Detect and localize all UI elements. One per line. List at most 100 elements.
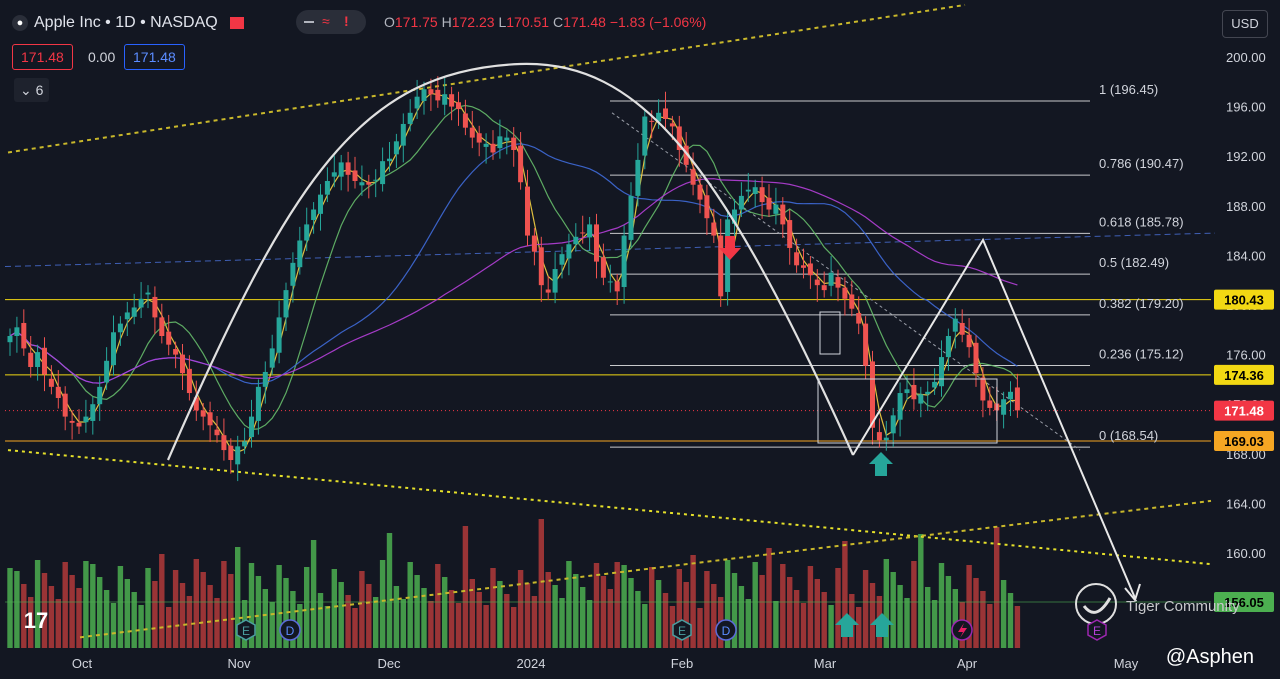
candle-body xyxy=(835,277,841,288)
symbol-header[interactable]: ● Apple Inc • 1D • NASDAQ xyxy=(12,10,244,36)
volume-bar xyxy=(704,571,710,648)
volume-bar xyxy=(345,595,351,648)
volume-bar xyxy=(276,565,282,648)
candle-body xyxy=(918,394,924,404)
open-label: O xyxy=(384,14,395,30)
volume-bar xyxy=(214,598,220,648)
candle-body xyxy=(262,371,268,387)
volume-bar xyxy=(821,592,827,648)
buy-button[interactable]: 171.48 xyxy=(124,44,185,70)
candle-body xyxy=(483,143,489,147)
volume-bar xyxy=(69,575,75,648)
candle-body xyxy=(669,123,675,127)
candle-body xyxy=(124,312,130,320)
candle-body xyxy=(594,224,599,262)
candle-body xyxy=(676,126,682,150)
up-arrow-icon xyxy=(869,452,893,476)
volume-bar xyxy=(938,563,945,648)
fib-label: 0.786 (190.47) xyxy=(1099,156,1184,171)
volume-bar xyxy=(7,568,13,648)
candle-body xyxy=(304,224,310,241)
volume-bar xyxy=(76,588,82,648)
x-tick-label: Oct xyxy=(72,656,93,671)
volume-bar xyxy=(752,562,758,648)
candle-body xyxy=(242,441,248,447)
candle-body xyxy=(890,415,896,434)
wave-icon[interactable]: ≈ xyxy=(322,13,330,29)
volume-bar xyxy=(138,605,144,648)
dividend-icon xyxy=(715,619,737,641)
candle-body xyxy=(718,235,724,297)
volume-bar xyxy=(552,585,558,648)
volume-bar xyxy=(290,591,296,648)
candle-body xyxy=(773,204,779,214)
candle-body xyxy=(842,287,848,299)
price-labels: 180.43 174.36 171.48 169.03 156.05 xyxy=(1214,289,1274,612)
candle-body xyxy=(945,336,951,358)
fibonacci-retracement: 1 (196.45) 0.786 (190.47) 0.618 (185.78) 0.… xyxy=(610,82,1184,448)
volume-bar xyxy=(614,562,620,648)
sell-button[interactable]: 171.48 xyxy=(12,44,73,70)
volume-bar xyxy=(235,547,241,648)
price-label-box xyxy=(1214,364,1274,385)
price-label-box xyxy=(1214,400,1274,421)
blue-dashed-line xyxy=(4,232,1216,268)
minus-icon[interactable] xyxy=(304,21,314,23)
candle-body xyxy=(621,235,627,288)
candle-body xyxy=(649,120,655,122)
volume-bar xyxy=(359,571,365,648)
volume-bar xyxy=(448,590,455,648)
upper-channel-line xyxy=(7,3,966,154)
volume-bar xyxy=(635,591,641,648)
candle-body xyxy=(200,410,206,417)
candle-body xyxy=(442,94,448,105)
candle-body xyxy=(159,317,165,336)
symbol-title[interactable]: Apple Inc • 1D • NASDAQ xyxy=(34,14,218,31)
candle-body xyxy=(642,116,648,156)
event-icons[interactable]: E D E D E 17 xyxy=(24,608,1107,641)
indicators-collapse-button[interactable]: ⌄ 6 xyxy=(14,78,50,102)
volume-bar xyxy=(538,519,544,648)
volume-bar xyxy=(172,570,179,648)
volume-bars xyxy=(7,519,1021,648)
candle-body xyxy=(276,317,282,353)
candle-body xyxy=(42,347,47,375)
candle-body xyxy=(28,352,34,367)
x-tick-label: May xyxy=(1114,656,1139,671)
candle-body xyxy=(587,224,593,238)
x-tick-label: Mar xyxy=(814,656,837,671)
candle-body xyxy=(525,186,530,236)
alert-flag-icon[interactable] xyxy=(229,17,244,29)
currency-selector[interactable]: USD xyxy=(1222,10,1268,38)
ma-long-line xyxy=(9,178,1018,384)
candle-body xyxy=(752,187,758,195)
candle-body xyxy=(456,102,461,110)
candle-body xyxy=(152,296,158,318)
volume-bar xyxy=(559,598,565,648)
volume-bar xyxy=(21,584,27,648)
candle-body xyxy=(697,184,703,200)
volume-bar xyxy=(711,584,717,648)
candle-body xyxy=(883,437,889,441)
volume-bar xyxy=(911,561,917,648)
candle-body xyxy=(690,169,696,185)
indicator-toggle-group[interactable]: ≈ ! xyxy=(296,10,366,34)
y-tick-label: 160.00 xyxy=(1226,546,1266,561)
price-label-box xyxy=(1214,289,1274,310)
volume-bar xyxy=(766,548,772,648)
candle-body xyxy=(573,236,579,245)
x-axis-labels: Oct Nov Dec 2024 Feb Mar Apr May xyxy=(0,650,1280,679)
tiger-community-label: Tiger Community xyxy=(1126,598,1240,615)
volume-bar xyxy=(366,584,372,648)
volume-bar xyxy=(655,580,662,648)
volume-bar xyxy=(407,562,413,648)
y-tick-label: 188.00 xyxy=(1226,199,1266,214)
author-watermark: @Asphen xyxy=(1165,646,1254,668)
warning-icon[interactable]: ! xyxy=(344,13,349,29)
volume-bar xyxy=(48,586,55,648)
volume-bar xyxy=(338,582,344,648)
candle-body xyxy=(186,368,192,394)
volume-bar xyxy=(621,565,627,648)
candle-body xyxy=(255,386,261,421)
